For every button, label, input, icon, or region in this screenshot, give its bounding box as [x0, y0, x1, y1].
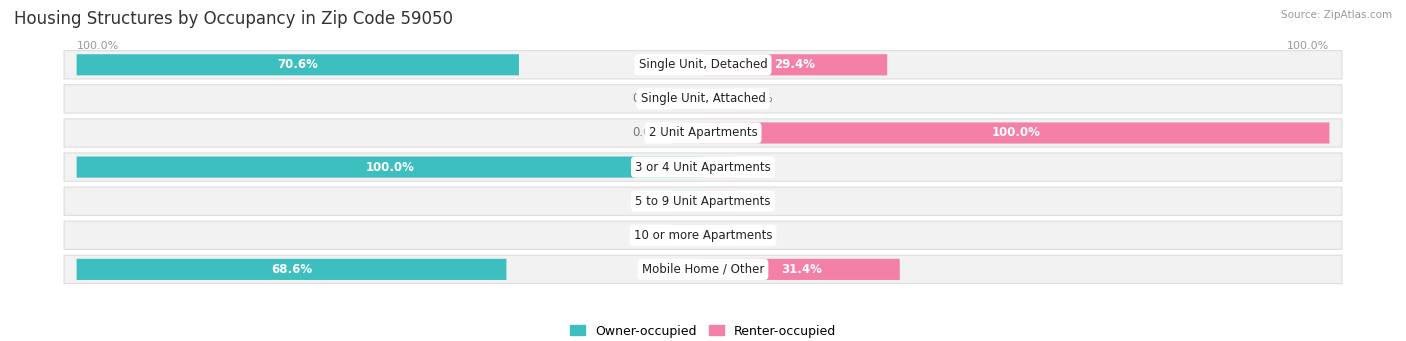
Text: 100.0%: 100.0%: [1286, 41, 1329, 51]
Text: 3 or 4 Unit Apartments: 3 or 4 Unit Apartments: [636, 161, 770, 174]
FancyBboxPatch shape: [672, 191, 703, 212]
FancyBboxPatch shape: [77, 157, 703, 178]
Text: 70.6%: 70.6%: [277, 58, 318, 71]
FancyBboxPatch shape: [672, 225, 703, 246]
FancyBboxPatch shape: [65, 255, 1341, 284]
Text: Housing Structures by Occupancy in Zip Code 59050: Housing Structures by Occupancy in Zip C…: [14, 10, 453, 28]
Text: Single Unit, Detached: Single Unit, Detached: [638, 58, 768, 71]
Text: 0.0%: 0.0%: [633, 229, 662, 242]
Text: 0.0%: 0.0%: [633, 195, 662, 208]
Legend: Owner-occupied, Renter-occupied: Owner-occupied, Renter-occupied: [565, 320, 841, 341]
Text: Single Unit, Attached: Single Unit, Attached: [641, 92, 765, 105]
FancyBboxPatch shape: [703, 225, 734, 246]
Text: 31.4%: 31.4%: [780, 263, 821, 276]
FancyBboxPatch shape: [65, 85, 1341, 113]
Text: 100.0%: 100.0%: [77, 41, 120, 51]
Text: 10 or more Apartments: 10 or more Apartments: [634, 229, 772, 242]
Text: 100.0%: 100.0%: [991, 127, 1040, 139]
FancyBboxPatch shape: [672, 88, 703, 109]
FancyBboxPatch shape: [77, 54, 519, 75]
Text: 0.0%: 0.0%: [744, 92, 773, 105]
FancyBboxPatch shape: [65, 119, 1341, 147]
FancyBboxPatch shape: [703, 259, 900, 280]
FancyBboxPatch shape: [672, 122, 703, 144]
Text: 0.0%: 0.0%: [744, 229, 773, 242]
Text: Mobile Home / Other: Mobile Home / Other: [641, 263, 765, 276]
FancyBboxPatch shape: [65, 221, 1341, 250]
FancyBboxPatch shape: [703, 54, 887, 75]
Text: Source: ZipAtlas.com: Source: ZipAtlas.com: [1281, 10, 1392, 20]
Text: 0.0%: 0.0%: [633, 127, 662, 139]
FancyBboxPatch shape: [65, 153, 1341, 181]
Text: 0.0%: 0.0%: [744, 195, 773, 208]
FancyBboxPatch shape: [77, 259, 506, 280]
FancyBboxPatch shape: [703, 191, 734, 212]
Text: 68.6%: 68.6%: [271, 263, 312, 276]
FancyBboxPatch shape: [703, 88, 734, 109]
Text: 5 to 9 Unit Apartments: 5 to 9 Unit Apartments: [636, 195, 770, 208]
FancyBboxPatch shape: [65, 51, 1341, 79]
Text: 100.0%: 100.0%: [366, 161, 415, 174]
FancyBboxPatch shape: [703, 122, 1329, 144]
Text: 29.4%: 29.4%: [775, 58, 815, 71]
Text: 0.0%: 0.0%: [633, 92, 662, 105]
FancyBboxPatch shape: [65, 187, 1341, 216]
Text: 0.0%: 0.0%: [744, 161, 773, 174]
Text: 2 Unit Apartments: 2 Unit Apartments: [648, 127, 758, 139]
FancyBboxPatch shape: [703, 157, 734, 178]
